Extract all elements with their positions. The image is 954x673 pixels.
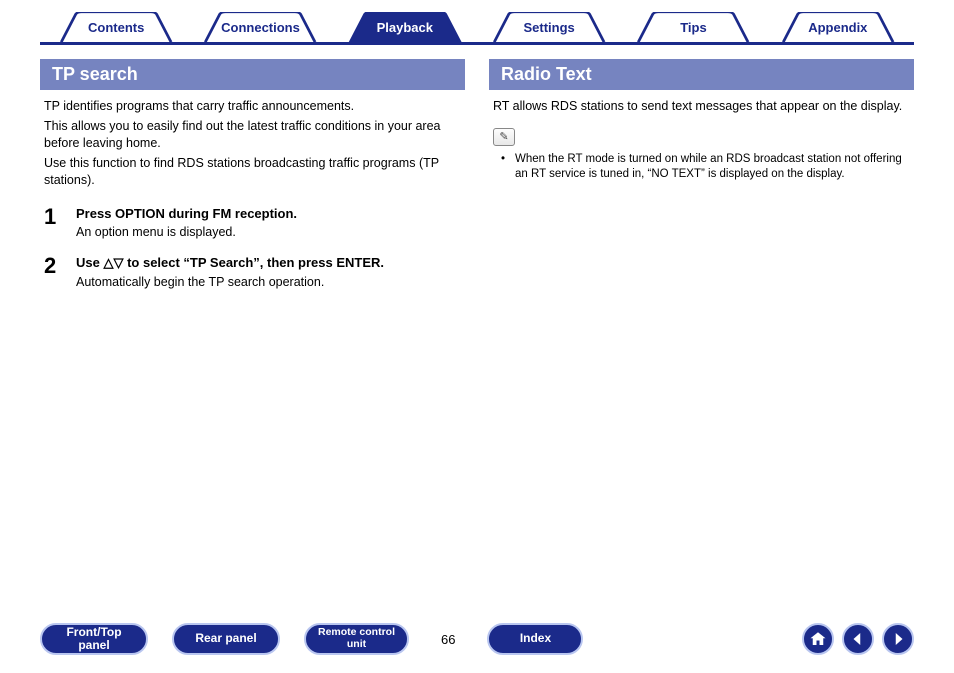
tab-tips[interactable]: Tips [621, 12, 765, 42]
tab-label: Settings [524, 20, 575, 35]
tab-appendix[interactable]: Appendix [766, 12, 910, 42]
arrow-right-icon [889, 630, 907, 648]
page-number: 66 [441, 632, 455, 647]
step-title: Use △▽ to select “TP Search”, then press… [76, 255, 461, 271]
pill-label: Remote control unit [318, 627, 395, 650]
top-tabs: Contents Connections Playback Settings T… [40, 12, 914, 45]
triangle-up-down-icon: △▽ [103, 255, 123, 270]
right-column: Radio Text RT allows RDS stations to sen… [489, 59, 914, 305]
body-text: RT allows RDS stations to send text mess… [489, 98, 914, 115]
bottom-bar: Front/Top panel Rear panel Remote contro… [40, 623, 914, 655]
step-number: 1 [44, 206, 62, 239]
section-title-left: TP search [40, 59, 465, 90]
body-text: This allows you to easily find out the l… [40, 118, 465, 152]
step-title: Press OPTION during FM reception. [76, 206, 461, 221]
rear-panel-button[interactable]: Rear panel [172, 623, 280, 655]
remote-control-unit-button[interactable]: Remote control unit [304, 623, 409, 655]
front-top-panel-button[interactable]: Front/Top panel [40, 623, 148, 655]
step-number: 2 [44, 255, 62, 289]
pill-label: Front/Top panel [66, 626, 121, 652]
pill-label: Rear panel [195, 632, 256, 645]
note-bullet: • When the RT mode is turned on while an… [489, 152, 914, 183]
bullet-icon: • [501, 152, 509, 183]
step-desc: Automatically begin the TP search operat… [76, 275, 461, 289]
tab-label: Contents [88, 20, 144, 35]
home-button[interactable] [802, 623, 834, 655]
index-button[interactable]: Index [487, 623, 583, 655]
tab-label: Playback [377, 20, 433, 35]
tab-label: Connections [221, 20, 300, 35]
step-1: 1 Press OPTION during FM reception. An o… [40, 206, 465, 239]
home-icon [809, 630, 827, 648]
back-button[interactable] [842, 623, 874, 655]
tab-playback[interactable]: Playback [333, 12, 477, 42]
body-text: Use this function to find RDS stations b… [40, 155, 465, 189]
section-title-right: Radio Text [489, 59, 914, 90]
arrow-left-icon [849, 630, 867, 648]
tab-settings[interactable]: Settings [477, 12, 621, 42]
pencil-note-icon: ✎ [493, 128, 515, 146]
body-text: TP identifies programs that carry traffi… [40, 98, 465, 115]
tab-label: Tips [680, 20, 707, 35]
step-title-post: to select “TP Search”, then press ENTER. [123, 255, 384, 270]
pill-label: Index [520, 632, 551, 645]
tab-connections[interactable]: Connections [188, 12, 332, 42]
tab-label: Appendix [808, 20, 867, 35]
step-desc: An option menu is displayed. [76, 225, 461, 239]
note-text: When the RT mode is turned on while an R… [515, 152, 910, 183]
left-column: TP search TP identifies programs that ca… [40, 59, 465, 305]
step-title-pre: Use [76, 255, 103, 270]
forward-button[interactable] [882, 623, 914, 655]
tab-contents[interactable]: Contents [44, 12, 188, 42]
step-2: 2 Use △▽ to select “TP Search”, then pre… [40, 255, 465, 289]
